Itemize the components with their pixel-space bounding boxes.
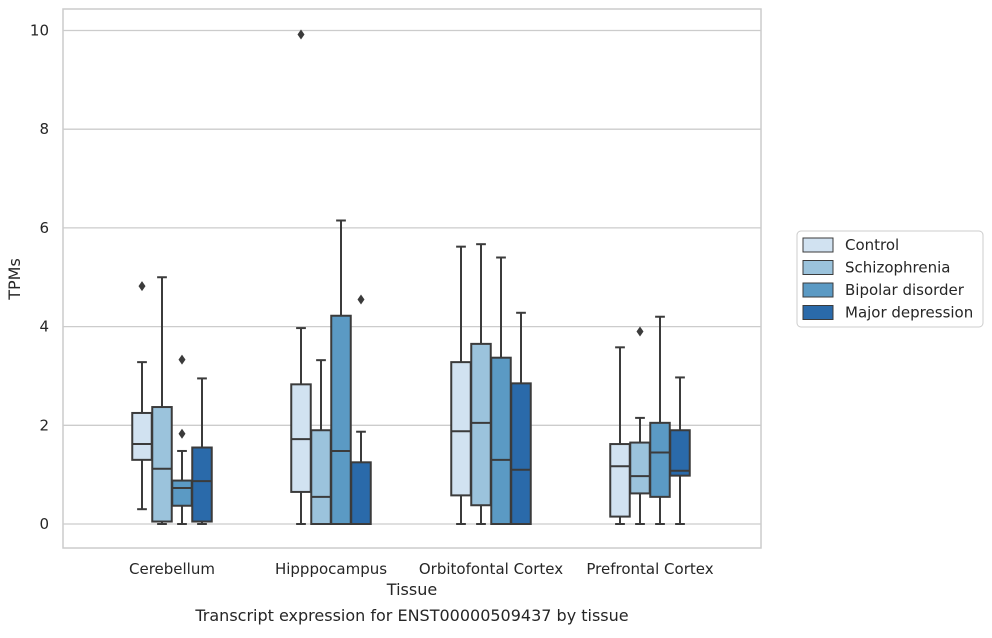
outlier-point bbox=[138, 281, 146, 292]
x-tick-label: Cerebellum bbox=[129, 560, 215, 578]
legend-swatch bbox=[802, 305, 834, 320]
box bbox=[310, 429, 332, 525]
legend-swatch bbox=[802, 260, 834, 275]
box bbox=[131, 411, 153, 461]
box bbox=[171, 479, 193, 507]
x-tick-label: Orbitofontal Cortex bbox=[419, 560, 563, 578]
legend-swatch bbox=[802, 282, 834, 298]
box bbox=[470, 342, 492, 507]
legend-swatch bbox=[802, 237, 834, 253]
box-group bbox=[350, 294, 372, 525]
y-tick-label: 0 bbox=[39, 515, 49, 533]
legend-frame bbox=[796, 230, 984, 328]
box-group bbox=[151, 276, 173, 525]
box bbox=[669, 429, 691, 477]
boxes-layer bbox=[131, 29, 691, 526]
y-axis-ticks: 0 2 4 6 8 10 bbox=[30, 22, 49, 534]
box-group bbox=[131, 281, 153, 511]
box bbox=[151, 406, 173, 523]
box-group bbox=[609, 346, 631, 525]
box-group bbox=[510, 311, 532, 526]
box bbox=[649, 421, 671, 498]
box-group bbox=[649, 315, 671, 525]
box-group bbox=[490, 256, 512, 525]
legend-label: Schizophrenia bbox=[845, 259, 950, 277]
outlier-point bbox=[178, 428, 186, 439]
legend-label: Bipolar disorder bbox=[845, 281, 965, 299]
chart-caption: Transcript expression for ENST0000050943… bbox=[194, 606, 628, 625]
y-tick-label: 10 bbox=[30, 22, 49, 40]
box-group bbox=[191, 377, 213, 525]
y-tick-label: 8 bbox=[39, 120, 49, 138]
y-tick-label: 4 bbox=[39, 318, 49, 336]
x-axis-ticks: Cerebellum Hipppocampus Orbitofontal Corte… bbox=[129, 560, 714, 578]
box bbox=[191, 446, 213, 523]
y-axis-label: TPMs bbox=[5, 258, 24, 301]
box bbox=[350, 461, 372, 525]
box-group bbox=[171, 354, 193, 525]
legend: Control Schizophrenia Bipolar disorder Majo… bbox=[796, 230, 984, 328]
x-tick-label: Hipppocampus bbox=[275, 560, 387, 578]
x-axis-label: Tissue bbox=[386, 580, 437, 599]
box bbox=[490, 356, 512, 525]
box bbox=[629, 441, 651, 495]
outlier-point bbox=[178, 354, 186, 365]
outlier-point bbox=[297, 29, 305, 40]
outlier-point bbox=[357, 294, 365, 305]
box-group bbox=[629, 326, 651, 525]
box-group bbox=[669, 376, 691, 525]
outlier-point bbox=[636, 326, 644, 337]
legend-items: Control Schizophrenia Bipolar disorder Majo… bbox=[802, 236, 973, 322]
plot-frame bbox=[62, 8, 762, 549]
box bbox=[450, 361, 472, 497]
box bbox=[330, 314, 352, 526]
legend-label: Major depression bbox=[845, 304, 973, 322]
box bbox=[609, 443, 631, 518]
box bbox=[510, 382, 532, 526]
x-tick-label: Prefrontal Cortex bbox=[586, 560, 713, 578]
box-group bbox=[330, 219, 352, 526]
box-group bbox=[450, 245, 472, 525]
y-tick-label: 6 bbox=[39, 219, 49, 237]
y-tick-label: 2 bbox=[39, 416, 49, 434]
legend-label: Control bbox=[845, 236, 899, 254]
